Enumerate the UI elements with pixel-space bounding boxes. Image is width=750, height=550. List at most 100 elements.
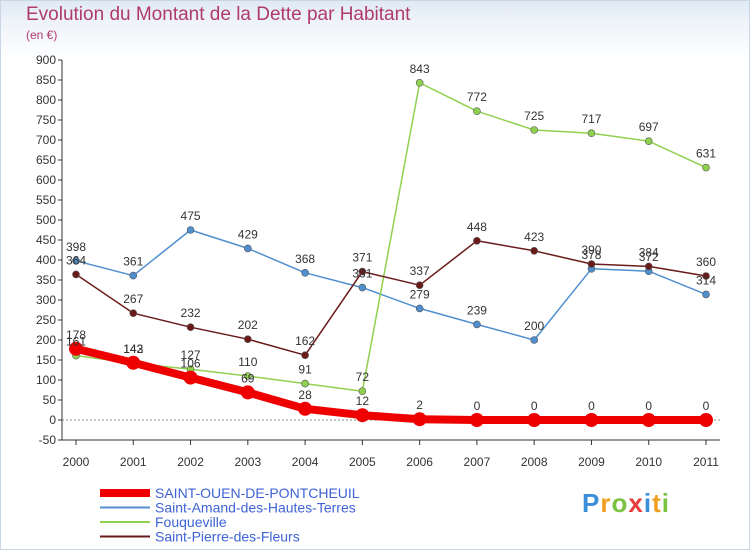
y-tick-label: 700 (36, 133, 56, 147)
data-label: 398 (66, 240, 86, 254)
data-point (301, 268, 309, 277)
data-label: 12 (356, 394, 370, 408)
data-label: 239 (467, 303, 487, 317)
data-label: 0 (531, 399, 538, 413)
data-label: 390 (581, 243, 601, 257)
data-label: 697 (639, 120, 659, 134)
y-tick-label: 850 (36, 73, 56, 87)
series-line (72, 344, 710, 424)
logo-letter: t (652, 488, 662, 518)
y-tick-label: 450 (36, 233, 56, 247)
data-point (72, 270, 80, 279)
legend-label: SAINT-OUEN-DE-PONTCHEUIL (155, 485, 360, 501)
data-label: 372 (639, 250, 659, 264)
data-point (240, 385, 255, 400)
proxiti-logo: Proxiti (582, 488, 670, 519)
data-label: 69 (241, 371, 255, 385)
data-label: 364 (66, 253, 86, 267)
data-label: 717 (581, 112, 601, 126)
data-point (298, 401, 313, 416)
data-point (72, 256, 80, 265)
data-point (702, 272, 710, 280)
data-point (473, 237, 481, 245)
data-point (244, 335, 252, 344)
data-point (183, 370, 198, 385)
logo-letter: r (600, 488, 612, 518)
logo-letter: i (643, 488, 653, 518)
data-point (415, 79, 424, 87)
x-tick-label: 2007 (464, 455, 491, 469)
data-point (527, 413, 542, 427)
x-tick-label: 2001 (120, 455, 147, 469)
data-label: 360 (696, 255, 716, 269)
series-line (75, 82, 707, 392)
logo-letter: P (582, 488, 601, 518)
data-point (412, 412, 427, 427)
data-point (415, 304, 424, 313)
x-tick-label: 2002 (177, 455, 204, 469)
data-point (587, 129, 596, 137)
data-point (699, 413, 713, 427)
data-point (415, 281, 424, 290)
series-line (75, 229, 707, 341)
y-tick-label: 750 (36, 113, 56, 127)
data-point (244, 372, 252, 380)
legend-label: Saint-Pierre-des-Fleurs (155, 529, 300, 545)
x-tick-label: 2011 (693, 455, 719, 469)
data-label: 448 (467, 220, 487, 234)
data-point (244, 244, 252, 253)
data-label: 0 (703, 399, 710, 413)
data-point (530, 126, 538, 134)
chart-unit-label: (en €) (26, 28, 58, 42)
data-label: 110 (238, 355, 257, 369)
x-tick-label: 2000 (63, 455, 90, 469)
y-tick-label: 100 (36, 373, 56, 387)
data-label: 161 (66, 335, 86, 349)
y-tick-label: 600 (36, 173, 56, 187)
legend-label: Fouqueville (155, 514, 227, 530)
y-tick-label: 50 (43, 393, 57, 407)
data-label: 772 (467, 90, 487, 104)
data-point (301, 351, 309, 360)
x-tick-label: 2004 (292, 455, 319, 469)
data-label: 162 (295, 334, 315, 348)
data-point (186, 226, 195, 234)
logo-letter: x (628, 488, 644, 518)
data-label: 371 (352, 251, 372, 265)
data-label: 0 (645, 399, 652, 413)
data-point (358, 387, 367, 396)
data-label: 429 (238, 227, 258, 241)
data-label: 361 (123, 255, 143, 269)
data-label: 200 (524, 319, 544, 333)
data-label: 0 (588, 399, 595, 413)
data-label: 72 (356, 370, 370, 384)
x-tick-label: 2006 (406, 455, 433, 469)
data-point (473, 107, 481, 115)
chart-title: Evolution du Montant de la Dette par Hab… (26, 4, 411, 25)
data-point (702, 163, 710, 172)
data-label: 314 (696, 273, 716, 287)
data-point (129, 271, 138, 280)
data-point (587, 260, 596, 268)
data-point (702, 290, 710, 299)
series-line (75, 240, 707, 356)
data-point (69, 341, 83, 356)
data-point (644, 262, 653, 271)
x-tick-label: 2005 (349, 455, 376, 469)
data-label: 331 (352, 267, 372, 281)
y-tick-label: 500 (36, 213, 56, 227)
legend-label: Saint-Amand-des-Hautes-Terres (155, 500, 356, 516)
chart-legend: SAINT-OUEN-DE-PONTCHEUILSaint-Amand-des-… (100, 485, 360, 545)
data-label: 843 (410, 62, 430, 76)
y-tick-label: 300 (36, 293, 56, 307)
data-point (584, 413, 599, 427)
data-label: 279 (410, 287, 430, 301)
logo-letter: i (661, 488, 670, 518)
data-point (473, 320, 481, 329)
data-point (644, 137, 653, 145)
data-label: 232 (181, 306, 201, 320)
y-tick-label: 350 (36, 273, 56, 287)
data-label: 106 (181, 357, 201, 371)
data-point (301, 379, 309, 388)
